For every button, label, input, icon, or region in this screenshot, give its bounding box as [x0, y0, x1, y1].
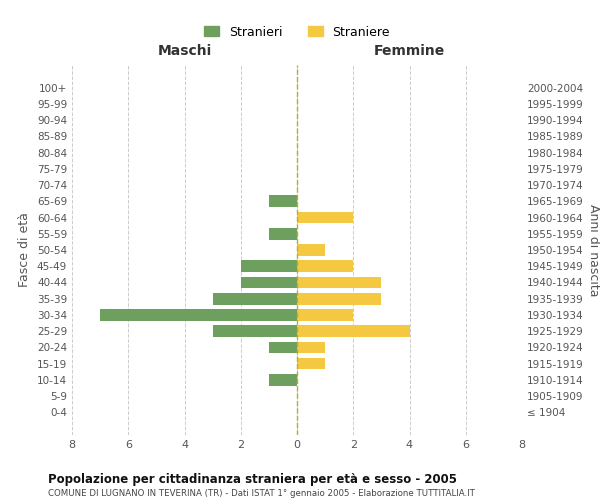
Bar	[297, 309, 353, 321]
Bar	[212, 326, 297, 337]
Bar	[297, 276, 382, 288]
Bar	[297, 342, 325, 353]
Bar	[297, 244, 325, 256]
Legend: Stranieri, Straniere: Stranieri, Straniere	[199, 20, 395, 44]
Text: Popolazione per cittadinanza straniera per età e sesso - 2005: Popolazione per cittadinanza straniera p…	[48, 472, 457, 486]
Text: Maschi: Maschi	[157, 44, 212, 58]
Bar	[297, 212, 353, 224]
Bar	[297, 358, 325, 370]
Bar	[297, 326, 409, 337]
Bar	[212, 293, 297, 304]
Bar	[297, 293, 382, 304]
Bar	[297, 260, 353, 272]
Bar	[269, 228, 297, 239]
Bar	[241, 276, 297, 288]
Text: Femmine: Femmine	[374, 44, 445, 58]
Bar	[100, 309, 297, 321]
Bar	[269, 342, 297, 353]
Bar	[269, 374, 297, 386]
Y-axis label: Anni di nascita: Anni di nascita	[587, 204, 600, 296]
Y-axis label: Fasce di età: Fasce di età	[19, 212, 31, 288]
Text: COMUNE DI LUGNANO IN TEVERINA (TR) - Dati ISTAT 1° gennaio 2005 - Elaborazione T: COMUNE DI LUGNANO IN TEVERINA (TR) - Dat…	[48, 489, 475, 498]
Bar	[241, 260, 297, 272]
Bar	[269, 196, 297, 207]
